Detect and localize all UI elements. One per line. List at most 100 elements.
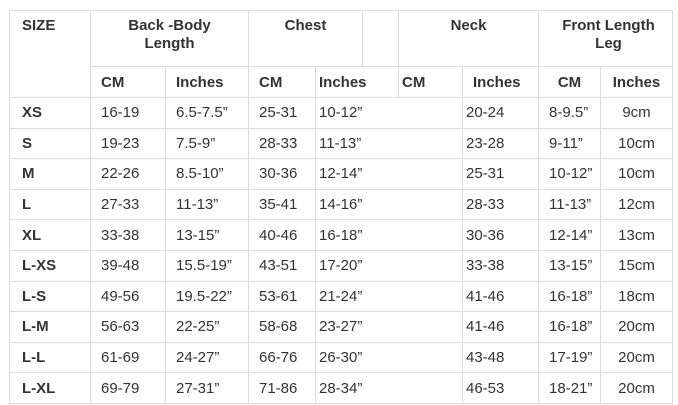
- cell-back-in: 8.5-10”: [165, 158, 249, 190]
- cell-neck-in: 9-11”: [538, 127, 602, 160]
- cell-neck-in: 8-9.5”: [538, 97, 602, 129]
- cell-leg-cm: 10cm: [600, 158, 674, 190]
- cell-chest-cm: 30-36: [248, 158, 316, 190]
- header-neck: Neck: [397, 10, 540, 67]
- cell-size: S: [9, 127, 91, 160]
- cell-back-cm: 39-48: [90, 249, 166, 282]
- cell-chest-cm: 71-86: [248, 372, 316, 404]
- cell-chest-cm: 43-51: [248, 249, 316, 282]
- table-row: L-XL 69-79 27-31” 71-86 28-34” 46-53 18-21” 20c…: [9, 372, 674, 404]
- cell-leg-cm: 9cm: [600, 97, 674, 129]
- cell-back-in: 7.5-9”: [165, 127, 249, 160]
- cell-leg-cm: 20cm: [600, 372, 674, 404]
- header-chest: Chest: [248, 10, 363, 67]
- cell-neck-in: 16-18”: [538, 280, 602, 313]
- cell-chest-in: 26-30”: [315, 341, 463, 374]
- cell-size: L-M: [9, 311, 91, 343]
- cell-back-in: 11-13”: [165, 188, 249, 221]
- header-neck-cm: CM: [398, 66, 463, 98]
- cell-leg-cm: 12cm: [600, 188, 674, 221]
- table-row: L-XS 39-48 15.5-19” 43-51 17-20” 33-38 13-15” 1…: [9, 249, 674, 282]
- table-row: L-M 56-63 22-25” 58-68 23-27” 41-46 16-18” 20cm…: [9, 311, 674, 343]
- cell-back-cm: 22-26: [90, 158, 166, 190]
- cell-chest-in: 23-27”: [315, 311, 463, 343]
- cell-back-cm: 61-69: [90, 341, 166, 374]
- cell-chest-cm: 66-76: [248, 341, 316, 374]
- cell-leg-cm: 20cm: [600, 341, 674, 374]
- cell-neck-cm: 43-48: [461, 341, 540, 374]
- cell-chest-in: 28-34”: [315, 372, 463, 404]
- cell-size: XL: [9, 219, 91, 251]
- cell-chest-cm: 58-68: [248, 311, 316, 343]
- header-leg-inches: Inches: [600, 66, 674, 98]
- cell-neck-cm: 46-53: [461, 372, 540, 404]
- cell-chest-cm: 25-31: [248, 97, 316, 129]
- header-back-cm: CM: [90, 66, 166, 98]
- cell-chest-cm: 40-46: [248, 219, 316, 251]
- cell-leg-cm: 18cm: [600, 280, 674, 313]
- table-row: L-L 61-69 24-27” 66-76 26-30” 43-48 17-19” 20cm…: [9, 341, 674, 374]
- header-back-inches: Inches: [165, 66, 249, 98]
- cell-back-cm: 49-56: [90, 280, 166, 313]
- cell-back-in: 27-31”: [165, 372, 249, 404]
- cell-back-in: 19.5-22”: [165, 280, 249, 313]
- table-row: M22-268.5-10”30-3612-14”25-3110-12”10cm4…: [9, 158, 674, 190]
- cell-neck-in: 11-13”: [538, 188, 602, 221]
- cell-chest-in: 21-24”: [315, 280, 463, 313]
- cell-leg-cm: 20cm: [600, 311, 674, 343]
- cell-back-in: 13-15”: [165, 219, 249, 251]
- cell-chest-cm: 28-33: [248, 127, 316, 160]
- cell-neck-in: 10-12”: [538, 158, 602, 190]
- cell-chest-in: 11-13”: [315, 127, 463, 160]
- cell-chest-in: 14-16”: [315, 188, 463, 221]
- header-empty-cell: [362, 10, 399, 67]
- cell-neck-cm: 28-33: [461, 188, 540, 221]
- header-front-length-leg: Front Length Leg: [538, 10, 674, 67]
- cell-neck-cm: 23-28: [461, 127, 540, 160]
- cell-neck-in: 17-19”: [538, 341, 602, 374]
- cell-neck-cm: 41-46: [461, 280, 540, 313]
- cell-back-cm: 33-38: [90, 219, 166, 251]
- cell-back-in: 15.5-19”: [165, 249, 249, 282]
- cell-neck-cm: 25-31: [461, 158, 540, 190]
- table-row: L-S 49-56 19.5-22” 53-61 21-24” 41-46 16-18” 18…: [9, 280, 674, 313]
- cell-neck-in: 18-21”: [538, 372, 602, 404]
- cell-back-cm: 27-33: [90, 188, 166, 221]
- cell-neck-cm: 20-24: [461, 97, 540, 129]
- cell-size: L: [9, 188, 91, 221]
- cell-size: L-XS: [9, 249, 91, 282]
- table-row: XS 16-19 6.5-7.5” 25-31 10-12” 20-24 8-9.5” 9cm…: [9, 97, 674, 129]
- cell-chest-in: 16-18”: [315, 219, 463, 251]
- cell-leg-cm: 13cm: [600, 219, 674, 251]
- cell-chest-cm: 35-41: [248, 188, 316, 221]
- cell-neck-cm: 33-38: [461, 249, 540, 282]
- header-neck-inches: Inches: [461, 66, 540, 98]
- cell-size: XS: [9, 97, 91, 129]
- cell-size: L-L: [9, 341, 91, 374]
- header-back-body-length: Back -Body Length: [90, 10, 249, 67]
- cell-neck-in: 13-15”: [538, 249, 602, 282]
- cell-back-in: 24-27”: [165, 341, 249, 374]
- cell-back-in: 22-25”: [165, 311, 249, 343]
- cell-back-cm: 69-79: [90, 372, 166, 404]
- cell-size: L-XL: [9, 372, 91, 404]
- cell-size: M: [9, 158, 91, 190]
- cell-chest-in: 17-20”: [315, 249, 463, 282]
- header-row-groups: SIZE Back -Body Length Chest Neck Front …: [9, 10, 674, 98]
- cell-neck-cm: 30-36: [461, 219, 540, 251]
- cell-neck-in: 12-14”: [538, 219, 602, 251]
- cell-back-cm: 19-23: [90, 127, 166, 160]
- cell-size: L-S: [9, 280, 91, 313]
- header-chest-inches: Inches: [315, 66, 399, 98]
- header-chest-cm: CM: [248, 66, 316, 98]
- cell-chest-cm: 53-61: [248, 280, 316, 313]
- header-row-units: CM Inches CM Inches CM Inches CM Inches: [10, 66, 674, 98]
- cell-leg-cm: 15cm: [600, 249, 674, 282]
- header-leg-cm: CM: [538, 66, 602, 98]
- size-chart-table: SIZE Back -Body Length Chest Neck Front …: [9, 10, 674, 404]
- cell-leg-cm: 10cm: [600, 127, 674, 160]
- cell-chest-in: 12-14”: [315, 158, 463, 190]
- cell-chest-in: 10-12”: [315, 97, 463, 129]
- table-row: XL33-3813-15”40-4616-18”30-3612-14”13cm5…: [9, 219, 674, 251]
